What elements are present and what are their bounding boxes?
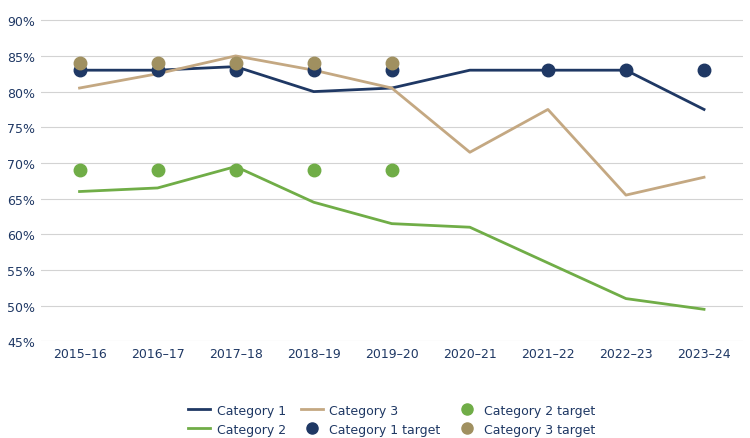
Legend: Category 1, Category 2, Category 3, Category 1 target, Category 2 target, Catego: Category 1, Category 2, Category 3, Cate… (188, 404, 596, 436)
